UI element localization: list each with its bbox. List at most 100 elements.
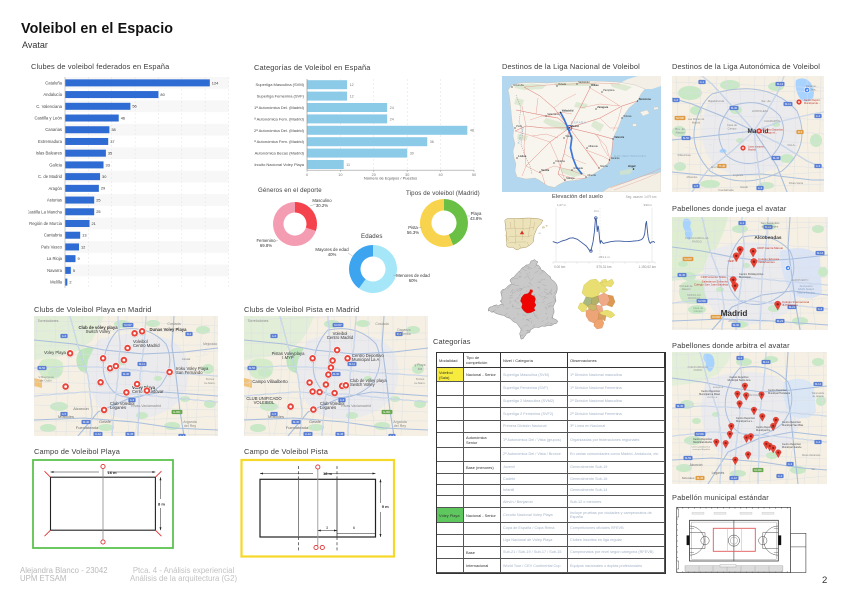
- svg-text:60%: 60%: [409, 278, 418, 283]
- svg-text:1.150,62 km: 1.150,62 km: [638, 265, 656, 269]
- svg-text:ARAVACA: ARAVACA: [688, 296, 701, 300]
- svg-text:R-2: R-2: [397, 332, 402, 336]
- svg-text:37: 37: [110, 139, 114, 144]
- svg-text:Alcalá: Alcalá: [182, 357, 191, 361]
- svg-text:Sevilla: Sevilla: [541, 169, 550, 172]
- svg-text:Centro Deportivo: Centro Deportivo: [764, 129, 784, 132]
- svg-text:Cataluña: Cataluña: [45, 80, 62, 85]
- svg-text:Canarias: Canarias: [45, 127, 62, 132]
- svg-text:Sur...de: Sur...de: [761, 99, 771, 103]
- svg-text:35: 35: [108, 151, 112, 156]
- svg-text:Colegio Educare: Colegio Educare: [758, 257, 780, 261]
- svg-text:Municipal Fu...: Municipal Fu...: [756, 429, 773, 432]
- svg-text:Asturias: Asturias: [47, 198, 62, 203]
- svg-text:Oviedo: Oviedo: [558, 83, 567, 86]
- svg-text:Leganés: Leganés: [733, 173, 744, 177]
- svg-text:933 m: 933 m: [644, 203, 653, 207]
- svg-text:Liceo europeo...: Liceo europeo...: [748, 146, 766, 149]
- svg-text:HORTALEZA: HORTALEZA: [752, 109, 768, 113]
- svg-text:Municipal La A: Municipal La A: [352, 357, 379, 362]
- svg-text:M-45: M-45: [127, 432, 134, 436]
- svg-text:MONCLOA: MONCLOA: [687, 293, 701, 297]
- svg-text:Rivas-Vacia: Rivas-Vacia: [789, 181, 804, 185]
- svg-text:30: 30: [410, 152, 414, 156]
- svg-text:Las Rozas de: Las Rozas de: [688, 117, 705, 121]
- svg-text:M-45: M-45: [337, 432, 344, 436]
- svg-text:Club Voleibol: Club Voleibol: [110, 401, 135, 406]
- svg-text:Torres: Torres: [416, 377, 425, 381]
- svg-text:0.00 km: 0.00 km: [554, 265, 566, 269]
- svg-text:Castilla La Mancha: Castilla La Mancha: [28, 209, 63, 214]
- svg-text:A-3: A-3: [788, 462, 793, 466]
- svg-text:A-1: A-1: [700, 80, 705, 84]
- svg-text:Madrid: Madrid: [571, 125, 580, 128]
- svg-text:13: 13: [82, 233, 86, 238]
- svg-text:Colegio el...: Colegio el...: [764, 132, 778, 135]
- svg-text:Centro Madrid: Centro Madrid: [133, 343, 160, 348]
- svg-text:36: 36: [430, 140, 434, 144]
- svg-text:56: 56: [132, 104, 136, 109]
- svg-text:Mayores de edad: Mayores de edad: [315, 247, 349, 252]
- svg-text:43.8%: 43.8%: [470, 216, 482, 221]
- svg-text:Aeropuerto: Aeropuerto: [800, 284, 813, 288]
- svg-text:M-500: M-500: [698, 299, 706, 303]
- svg-text:PORTUGAL: PORTUGAL: [517, 125, 526, 144]
- svg-text:de Arriba: de Arriba: [397, 332, 410, 336]
- svg-text:A-42: A-42: [95, 432, 101, 436]
- svg-text:Masculino: Masculino: [312, 198, 332, 203]
- svg-text:Playa: Playa: [471, 211, 482, 216]
- svg-text:ATOCHA: ATOCHA: [728, 320, 738, 323]
- svg-text:A-5: A-5: [694, 184, 699, 188]
- svg-text:80: 80: [160, 92, 165, 97]
- svg-text:M-11: M-11: [785, 102, 791, 106]
- svg-text:2ª Autonómica Fem. (Madrid): 2ª Autonómica Fem. (Madrid): [254, 139, 305, 144]
- svg-text:Valdefuentes: Valdefuentes: [758, 260, 775, 264]
- svg-text:A-3: A-3: [340, 398, 345, 402]
- svg-text:de los Reyes: de los Reyes: [762, 224, 779, 228]
- svg-text:Coslada: Coslada: [167, 322, 180, 326]
- svg-text:Alarcón: Alarcón: [682, 287, 691, 291]
- svg-text:Albacete: Albacete: [588, 145, 598, 148]
- svg-text:8 m: 8 m: [158, 502, 165, 507]
- svg-text:Voleibol: Voleibol: [133, 339, 148, 344]
- svg-text:20: 20: [372, 173, 376, 177]
- svg-text:33: 33: [106, 162, 110, 167]
- svg-text:Paracue...: Paracue...: [806, 84, 819, 88]
- svg-text:Centro polideportivo: Centro polideportivo: [691, 446, 710, 449]
- svg-text:A-5: A-5: [62, 412, 67, 416]
- svg-text:Toledo: Toledo: [565, 135, 573, 138]
- svg-text:Madrid: Madrid: [692, 121, 701, 125]
- svg-text:Bilbao: Bilbao: [591, 84, 599, 87]
- svg-text:Melilla: Melilla: [50, 280, 63, 285]
- svg-text:124: 124: [212, 80, 219, 85]
- svg-text:1,07 m: 1,07 m: [557, 203, 567, 207]
- svg-text:Majadahonda: Majadahonda: [708, 99, 725, 103]
- svg-text:PARDO: PARDO: [694, 369, 703, 372]
- svg-text:I.MYP: I.MYP: [282, 355, 294, 360]
- svg-text:R-3: R-3: [798, 130, 803, 134]
- svg-text:0 m: 0 m: [594, 209, 600, 213]
- svg-text:ida: ida: [418, 367, 423, 371]
- svg-text:R-2: R-2: [187, 332, 192, 336]
- svg-text:Centro Polideportivo: Centro Polideportivo: [739, 272, 764, 276]
- svg-text:M-40: M-40: [83, 420, 90, 424]
- svg-text:Alicante: Alicante: [611, 157, 621, 160]
- svg-text:Santander: Santander: [578, 81, 590, 84]
- svg-text:Dunas Voley Playa: Dunas Voley Playa: [150, 327, 188, 332]
- svg-text:M-50: M-50: [39, 366, 46, 370]
- svg-text:Córdoba: Córdoba: [555, 160, 565, 163]
- svg-text:Superliga Masculina (SVM): Superliga Masculina (SVM): [256, 82, 305, 87]
- svg-text:HORTALEZA: HORTALEZA: [747, 394, 762, 397]
- svg-text:Pistas Voleyplaya: Pistas Voleyplaya: [272, 351, 305, 356]
- svg-text:46: 46: [121, 115, 125, 120]
- svg-text:C. Valenciana: C. Valenciana: [36, 104, 62, 109]
- svg-text:25: 25: [96, 197, 100, 202]
- svg-text:M-500: M-500: [696, 432, 704, 436]
- svg-text:Superliga Femenina (SVF): Superliga Femenina (SVF): [257, 94, 305, 99]
- svg-text:Municipal...: Municipal...: [739, 275, 753, 279]
- svg-text:Zaragoza: Zaragoza: [597, 106, 609, 109]
- svg-text:Iroku Voley Playa: Iroku Voley Playa: [176, 366, 209, 371]
- svg-text:Valencia: Valencia: [614, 136, 625, 139]
- svg-text:AEROPUERTO: AEROPUERTO: [792, 279, 809, 282]
- svg-text:Andalucía: Andalucía: [43, 92, 62, 97]
